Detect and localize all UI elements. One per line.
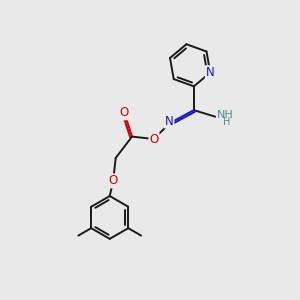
Text: O: O <box>109 174 118 188</box>
Text: O: O <box>119 106 129 119</box>
Text: NH: NH <box>217 110 233 121</box>
Text: O: O <box>149 133 159 146</box>
Text: H: H <box>223 117 230 127</box>
Text: N: N <box>206 66 214 79</box>
Text: N: N <box>165 115 173 128</box>
